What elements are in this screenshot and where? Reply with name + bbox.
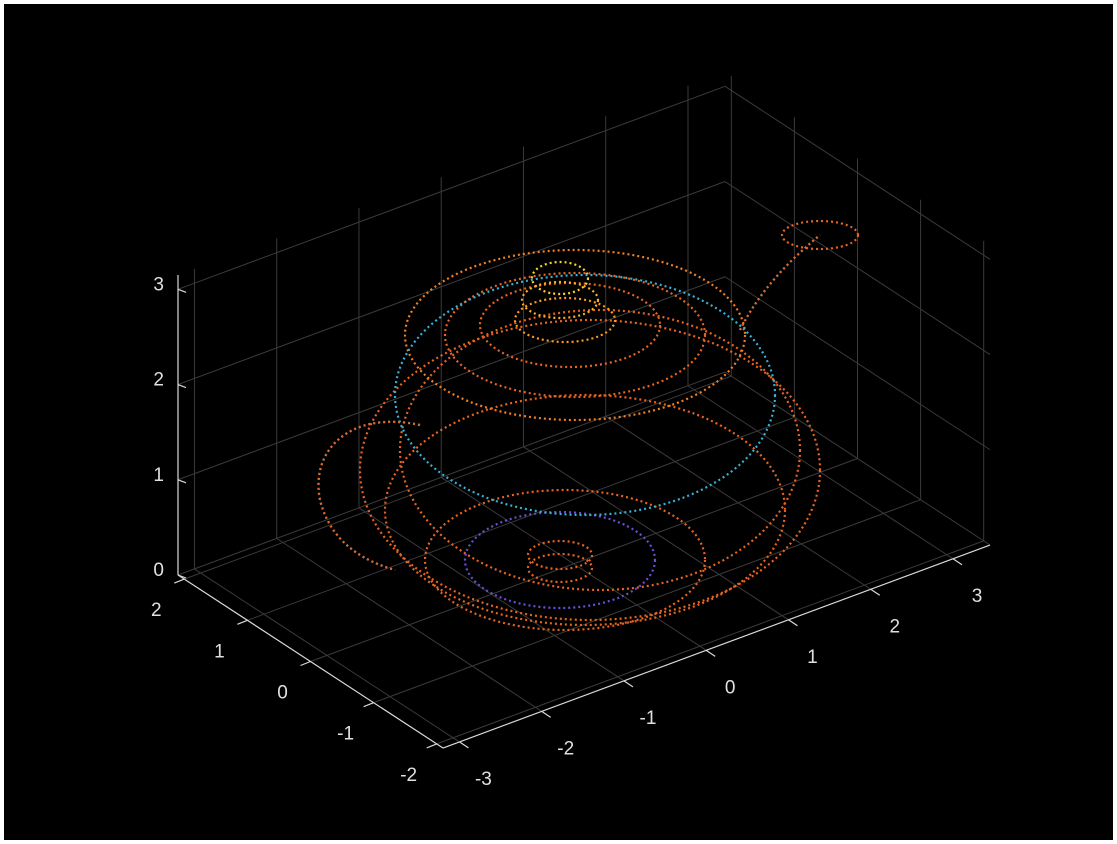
y-tick-label: 0 <box>277 683 288 704</box>
x-axis-line <box>442 544 991 749</box>
x-tick <box>623 680 634 688</box>
teapot-quiver <box>317 219 860 632</box>
x-tick <box>788 619 798 627</box>
x-tick <box>952 558 963 566</box>
grid-line <box>436 540 984 745</box>
grid-line <box>724 85 991 260</box>
grid <box>177 76 991 745</box>
y-tick-label: 2 <box>151 600 162 621</box>
y-tick-label: 1 <box>214 641 225 662</box>
grid-line <box>177 276 726 481</box>
z-tick <box>177 288 187 293</box>
z-tick <box>177 574 187 579</box>
x-tick <box>870 588 881 596</box>
grid-line <box>177 181 726 385</box>
grid-line <box>724 181 991 355</box>
z-tick <box>177 383 187 389</box>
x-tick <box>705 649 716 657</box>
z-tick-label: 2 <box>153 370 164 391</box>
x-tick-label: -2 <box>557 738 574 759</box>
z-tick <box>177 479 187 484</box>
x-tick-label: 0 <box>725 677 736 698</box>
z-tick-label: 3 <box>153 274 164 295</box>
y-tick <box>300 660 311 667</box>
grid-line <box>724 276 991 451</box>
z-tick-label: 1 <box>153 465 164 486</box>
y-tick <box>237 619 248 625</box>
x-tick-label: 2 <box>889 616 900 637</box>
axes-background <box>4 4 1113 840</box>
y-tick <box>174 578 185 584</box>
y-tick-label: -2 <box>400 765 417 786</box>
grid-line <box>373 499 921 704</box>
grid-line <box>177 85 726 290</box>
grid-line <box>247 416 795 621</box>
grid-line <box>724 371 991 546</box>
grid-line <box>177 371 726 576</box>
x-tick-label: 1 <box>807 647 818 668</box>
grid-line <box>184 375 732 580</box>
x-tick-label: 3 <box>972 586 983 607</box>
axes: -3 -2 -1 0 1 2 3 -2 -1 0 1 2 0 1 2 3 <box>151 274 991 790</box>
x-tick <box>541 710 552 718</box>
grid-line <box>310 458 858 662</box>
z-tick-label: 0 <box>153 560 164 581</box>
y-tick <box>426 743 437 749</box>
y-tick-label: -1 <box>337 724 354 745</box>
x-tick-label: -1 <box>640 708 657 729</box>
x-tick <box>459 741 469 749</box>
x-tick-label: -3 <box>475 769 492 790</box>
y-tick <box>363 702 374 708</box>
